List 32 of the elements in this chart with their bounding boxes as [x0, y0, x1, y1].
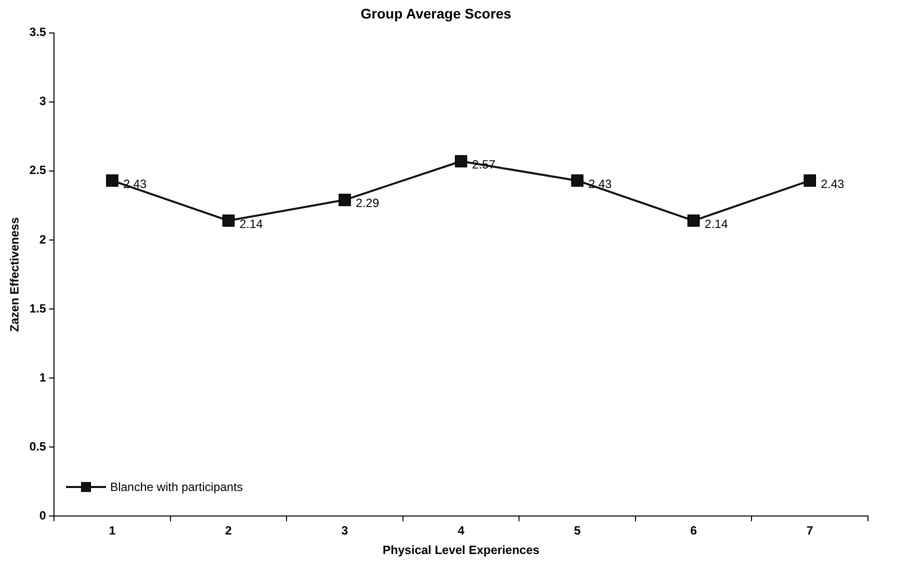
- y-tick-label: 2.5: [29, 163, 46, 178]
- y-tick-label: 2: [39, 232, 46, 246]
- data-label: 2.43: [820, 176, 845, 191]
- data-label: 2.43: [588, 176, 612, 191]
- data-label: 2.14: [239, 216, 264, 231]
- point: [804, 174, 816, 187]
- data-label: 2.43: [123, 176, 147, 191]
- y-tick-label: 0.5: [29, 439, 46, 454]
- x-tick-label: 3: [341, 524, 348, 538]
- point: [222, 214, 235, 227]
- x-axis-title: Physical Level Experiences: [382, 543, 540, 558]
- x-tick-label: 1: [108, 524, 116, 538]
- point: [338, 194, 351, 206]
- point: [454, 155, 468, 168]
- y-tick-label: 1.5: [29, 301, 46, 316]
- data-label: 2.29: [356, 196, 380, 210]
- y-tick-label: 3.5: [29, 25, 46, 40]
- y-tick-label: 0: [39, 508, 46, 523]
- x-tick-label: 5: [574, 524, 581, 538]
- point: [687, 214, 700, 227]
- x-tick-label: 2: [225, 524, 232, 538]
- y-axis-title: Zazen Effectiveness: [8, 216, 22, 332]
- data-label: 2.14: [704, 216, 728, 231]
- x-tick-label: 7: [806, 524, 814, 538]
- x-tick-label: 4: [458, 524, 465, 538]
- y-tick-label: 3: [39, 94, 46, 108]
- point: [571, 174, 584, 187]
- legend-label: Blanche with participants: [110, 480, 243, 494]
- x-tick-label: 6: [690, 524, 698, 538]
- point: [106, 174, 118, 187]
- chart-title: Group Average Scores: [360, 5, 512, 22]
- y-tick-label: 1: [39, 370, 46, 384]
